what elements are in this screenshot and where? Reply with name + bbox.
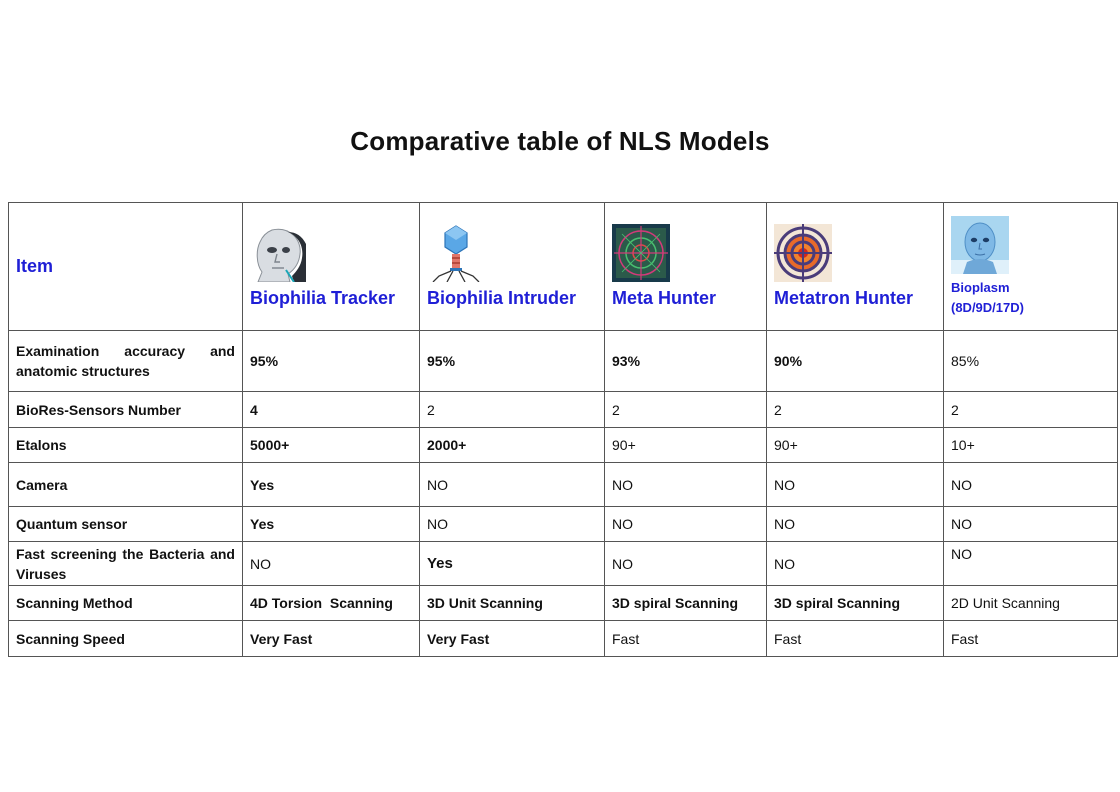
header-model-cell: Biophilia Intruder [419, 202, 605, 331]
model-name: Bioplasm (8D/9D/17D) [951, 278, 1110, 318]
humanoid-face-icon [951, 215, 1009, 274]
table-cell: 2D Unit Scanning [943, 585, 1118, 621]
table-cell: NO [766, 506, 944, 542]
table-cell: Very Fast [419, 620, 605, 657]
table-cell: 93% [604, 330, 767, 392]
table-cell: NO [604, 541, 767, 586]
table-cell: 10+ [943, 427, 1118, 463]
row-label: Scanning Method [8, 585, 243, 621]
bacteriophage-icon [427, 224, 485, 282]
table-row: Scanning Speed Very Fast Very Fast Fast … [8, 620, 1118, 657]
table-cell: 2 [419, 391, 605, 428]
target-circles-icon [774, 224, 832, 282]
table-cell: NO [943, 462, 1118, 507]
table-cell: NO [766, 462, 944, 507]
row-label: Fast screening the Bacteria and Viruses [8, 541, 243, 586]
table-cell: 2 [943, 391, 1118, 428]
table-cell: Yes [419, 541, 605, 586]
row-label: Scanning Speed [8, 620, 243, 657]
table-cell: 3D Unit Scanning [419, 585, 605, 621]
table-cell: 90+ [766, 427, 944, 463]
model-name-line: Bioplasm [951, 279, 1010, 295]
comparison-table: Item Biophilia Tracker [8, 202, 1118, 657]
table-cell: 4 [242, 391, 420, 428]
table-cell: Very Fast [242, 620, 420, 657]
table-cell: 95% [242, 330, 420, 392]
header-model-cell: Meta Hunter [604, 202, 767, 331]
table-cell: NO [766, 541, 944, 586]
table-cell: 2 [604, 391, 767, 428]
model-name: Biophilia Tracker [250, 288, 396, 308]
table-cell: Fast [766, 620, 944, 657]
table-cell: Fast [604, 620, 767, 657]
table-cell: Fast [943, 620, 1118, 657]
header-row: Item Biophilia Tracker [8, 202, 1118, 331]
table-cell: NO [604, 462, 767, 507]
row-label: Camera [8, 462, 243, 507]
header-model-cell: Biophilia Tracker [242, 202, 420, 331]
model-name-line: (8D/9D/17D) [951, 299, 1024, 315]
table-cell: NO [419, 506, 605, 542]
table-cell: 95% [419, 330, 605, 392]
table-row: Examination accuracy and anatomic struct… [8, 330, 1118, 392]
table-row: Scanning Method 4D Torsion Scanning 3D U… [8, 585, 1118, 621]
table-cell: 90+ [604, 427, 767, 463]
table-cell: 3D spiral Scanning [766, 585, 944, 621]
model-name: Meta Hunter [612, 288, 717, 308]
table-cell: 2000+ [419, 427, 605, 463]
table-row: Fast screening the Bacteria and Viruses … [8, 541, 1118, 586]
robot-head-icon [250, 224, 308, 282]
table-cell: Yes [242, 462, 420, 507]
target-scan-icon [612, 224, 670, 282]
header-model-cell: Metatron Hunter [766, 202, 944, 331]
header-item-cell: Item [8, 202, 243, 331]
page-title: Comparative table of NLS Models [350, 126, 770, 156]
table-cell: 90% [766, 330, 944, 392]
table-cell: 2 [766, 391, 944, 428]
table-row: BioRes-Sensors Number 4 2 2 2 2 [8, 391, 1118, 428]
table-cell: NO [242, 541, 420, 586]
table-cell: 5000+ [242, 427, 420, 463]
table-row: Camera Yes NO NO NO NO [8, 462, 1118, 507]
header-item-label: Item [16, 256, 54, 276]
row-label: Etalons [8, 427, 243, 463]
header-model-cell: Bioplasm (8D/9D/17D) [943, 202, 1118, 331]
table-cell: Yes [242, 506, 420, 542]
row-label: BioRes-Sensors Number [8, 391, 243, 428]
row-label: Examination accuracy and anatomic struct… [8, 330, 243, 392]
table-cell: 4D Torsion Scanning [242, 585, 420, 621]
table-cell: NO [419, 462, 605, 507]
table-cell: NO [943, 541, 1118, 586]
row-label: Quantum sensor [8, 506, 243, 542]
model-name: Metatron Hunter [774, 288, 913, 308]
table-cell: NO [604, 506, 767, 542]
table-cell: 85% [943, 330, 1118, 392]
table-cell: 3D spiral Scanning [604, 585, 767, 621]
table-cell: NO [943, 506, 1118, 542]
table-row: Quantum sensor Yes NO NO NO NO [8, 506, 1118, 542]
model-name: Biophilia Intruder [427, 288, 577, 308]
table-row: Etalons 5000+ 2000+ 90+ 90+ 10+ [8, 427, 1118, 463]
